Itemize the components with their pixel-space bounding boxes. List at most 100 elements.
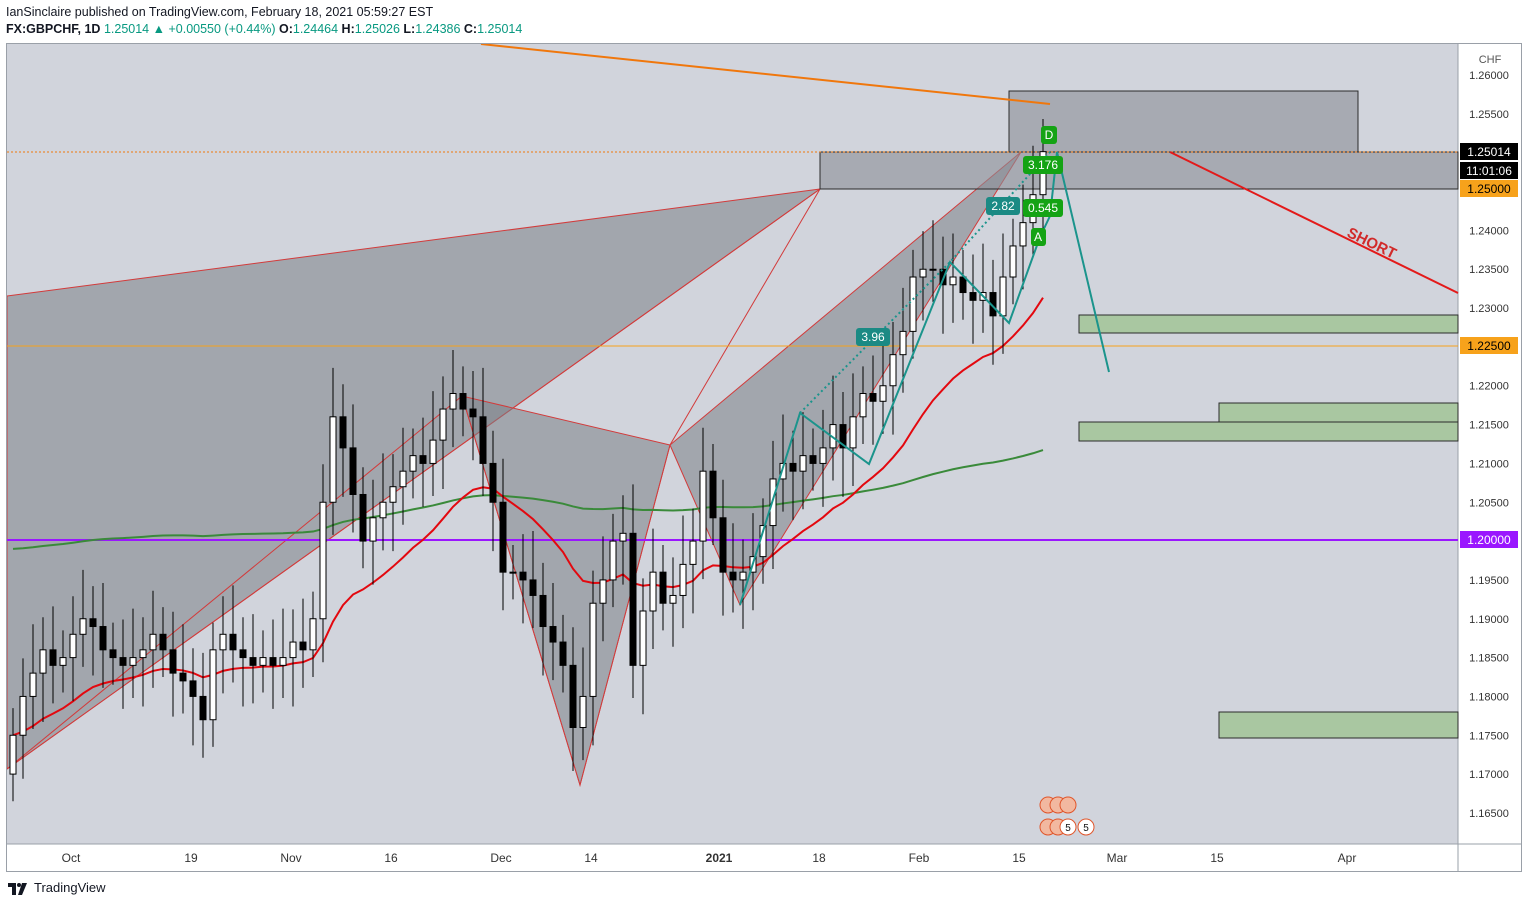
time-axis[interactable]: Oct 19 Nov 16 Dec 14 2021 18 Feb 15 Mar 15 Apr (62, 851, 1357, 865)
candle-up (379, 501, 387, 519)
publisher-line: IanSinclaire published on TradingView.co… (6, 5, 434, 19)
price-tick-label: 1.25500 (1469, 109, 1509, 121)
candle-up (889, 354, 897, 387)
candle-up (619, 532, 627, 542)
event-flag-icon[interactable] (1059, 796, 1077, 814)
candle-down (869, 393, 877, 402)
candle-down (199, 695, 207, 721)
candle-down (489, 462, 497, 503)
candle-down (109, 649, 117, 659)
demand-zone-3 (1078, 421, 1459, 442)
candle-down (99, 626, 107, 651)
candle-up (919, 268, 927, 278)
candle-up (329, 416, 337, 503)
candle-up (859, 393, 867, 418)
candle-up (739, 571, 747, 581)
demand-zone-1 (1078, 314, 1459, 334)
candle-down (809, 455, 817, 464)
candle-up (849, 416, 857, 449)
demand-zone-4 (1218, 711, 1459, 739)
axis-currency: CHF (1479, 54, 1502, 66)
candle-up (949, 276, 957, 286)
price-tick-label: 1.18500 (1469, 653, 1509, 665)
last-price-tag-text: 1.25014 (1467, 145, 1511, 159)
close-value: 1.25014 (477, 22, 523, 36)
candle-down (529, 579, 537, 596)
candle-down (539, 594, 547, 628)
ratio-label-box-0545 (1023, 199, 1063, 217)
countdown-tag-text: 11:01:06 (1466, 164, 1512, 178)
candle-up (689, 540, 697, 565)
candle-up (879, 385, 887, 402)
price-tick-label: 1.21000 (1469, 458, 1509, 470)
candle-up (819, 447, 827, 464)
candle-up (579, 695, 587, 728)
candle-down (459, 393, 467, 410)
candle-up (369, 517, 377, 542)
candle-up (449, 393, 457, 410)
event-flag-icon[interactable] (1059, 818, 1077, 836)
countdown-tag (1460, 162, 1518, 179)
level-tag-3-text: 1.20000 (1467, 533, 1511, 547)
price-tick-label: 1.21500 (1469, 420, 1509, 432)
descending-trendline (480, 43, 1051, 105)
price-tick-label: 1.24000 (1469, 225, 1509, 237)
ratio-label-box-3176 (1023, 156, 1063, 174)
candle-up (309, 618, 317, 651)
candle-down (959, 276, 967, 294)
price-tick-label: 1.17000 (1469, 769, 1509, 781)
footer: TradingView (8, 880, 106, 895)
time-tick-label: Feb (909, 851, 930, 865)
level-tag-1-text: 1.25000 (1467, 182, 1511, 196)
event-count-1: 5 (1065, 823, 1071, 834)
candle-up (439, 408, 447, 441)
low-value: 1.24386 (415, 22, 461, 36)
short-arrow-line (1169, 151, 1459, 294)
candle-up (679, 563, 687, 596)
ratio-label-box-396 (856, 328, 890, 346)
candle-down (969, 292, 977, 301)
supply-zone-lower (819, 151, 1459, 190)
candle-down (189, 680, 197, 697)
candle-up (19, 695, 27, 736)
candle-up (79, 618, 87, 635)
candle-down (49, 649, 57, 666)
candle-up (209, 649, 217, 721)
event-flag-icon[interactable] (1077, 818, 1095, 836)
price-tick-label: 1.16500 (1469, 808, 1509, 820)
candle-down (479, 416, 487, 464)
candle-down (249, 657, 257, 666)
candle-down (269, 657, 277, 666)
candle-up (649, 571, 657, 612)
candle-down (499, 501, 507, 573)
candle-up (999, 276, 1007, 317)
time-tick-label: Apr (1338, 851, 1357, 865)
candle-up (409, 455, 417, 472)
last-price-tag (1460, 143, 1518, 160)
candle-down (629, 532, 637, 666)
ratio-label-3176: 3.176 (1028, 158, 1058, 172)
price-tick-label: 1.19500 (1469, 575, 1509, 587)
level-tag-1 (1460, 180, 1518, 197)
candle-up (259, 657, 267, 666)
candle-up (639, 610, 647, 666)
chart-frame[interactable]: SHORT 3.96 2.82 3.176 0.545 D A 5 (6, 43, 1522, 872)
candle-up (219, 633, 227, 651)
price-tick-label: 1.19000 (1469, 614, 1509, 626)
price-chart[interactable]: SHORT 3.96 2.82 3.176 0.545 D A 5 (6, 43, 1521, 871)
time-tick-label: 18 (812, 851, 826, 865)
candle-up (149, 633, 157, 651)
candle-up (669, 594, 677, 604)
candle-up (779, 462, 787, 480)
event-icons[interactable]: 5 5 (1039, 796, 1095, 836)
time-tick-label: Nov (280, 851, 301, 865)
price-tick-label: 1.22000 (1469, 381, 1509, 393)
tradingview-logo-icon (8, 882, 27, 895)
candle-down (559, 641, 567, 666)
candle-down (729, 571, 737, 581)
open-value: 1.24464 (292, 22, 339, 36)
candle-up (699, 470, 707, 542)
candle-up (609, 540, 617, 581)
level-tag-3 (1460, 531, 1518, 548)
last-price: 1.25014 (103, 22, 150, 36)
